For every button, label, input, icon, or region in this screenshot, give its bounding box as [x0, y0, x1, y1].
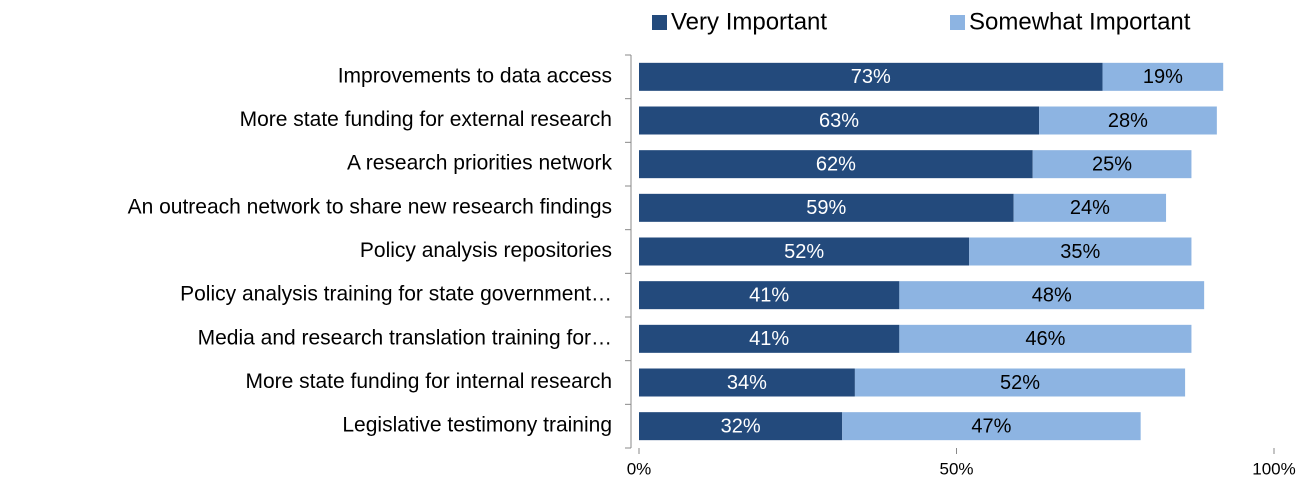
- bar-segment: [1013, 193, 1167, 222]
- bar-segment: [639, 281, 900, 310]
- value-label: 52%: [1000, 372, 1040, 394]
- bar-segment: [899, 324, 1192, 353]
- value-label: 48%: [1032, 284, 1072, 306]
- value-label: 46%: [1025, 328, 1065, 350]
- category-label: Policy analysis repositories: [360, 239, 612, 262]
- bar-segment: [842, 412, 1141, 441]
- bar-segment: [1039, 106, 1217, 135]
- x-tick-label: 50%: [939, 459, 973, 478]
- value-label: 41%: [749, 328, 789, 350]
- bar-segment: [854, 368, 1186, 397]
- value-label: 19%: [1143, 66, 1183, 88]
- x-tick-label: 0%: [627, 459, 652, 478]
- bar-segment: [639, 324, 900, 353]
- category-label: More state funding for external research: [240, 108, 612, 131]
- category-label: More state funding for internal research: [245, 370, 612, 393]
- bar-segment: [639, 368, 855, 397]
- legend-swatch: [950, 15, 965, 30]
- value-label: 25%: [1092, 153, 1132, 175]
- value-label: 62%: [816, 153, 856, 175]
- bar-segment: [639, 150, 1033, 179]
- value-label: 35%: [1060, 241, 1100, 263]
- bar-segment: [969, 237, 1192, 266]
- category-label: Improvements to data access: [338, 64, 612, 87]
- bar-segment: [639, 106, 1040, 135]
- legend-label: Somewhat Important: [969, 8, 1191, 35]
- x-tick-label: 100%: [1252, 459, 1295, 478]
- category-label: An outreach network to share new researc…: [128, 195, 612, 218]
- legend-swatch: [652, 15, 667, 30]
- bar-segment: [639, 193, 1014, 222]
- bar-segment: [1102, 62, 1224, 91]
- value-label: 52%: [784, 241, 824, 263]
- value-label: 73%: [851, 66, 891, 88]
- value-label: 47%: [971, 415, 1011, 437]
- bar-segment: [639, 237, 970, 266]
- value-label: 41%: [749, 284, 789, 306]
- value-label: 34%: [727, 372, 767, 394]
- bar-segment: [899, 281, 1205, 310]
- value-label: 24%: [1070, 197, 1110, 219]
- bar-segment: [1032, 150, 1192, 179]
- legend-label: Very Important: [671, 8, 827, 35]
- category-label: Policy analysis training for state gover…: [180, 283, 612, 306]
- bar-segment: [639, 412, 843, 441]
- value-label: 32%: [721, 415, 761, 437]
- category-label: Legislative testimony training: [342, 414, 612, 437]
- bar-segment: [639, 62, 1103, 91]
- value-label: 28%: [1108, 110, 1148, 132]
- value-label: 59%: [806, 197, 846, 219]
- category-label: A research priorities network: [347, 152, 612, 175]
- value-label: 63%: [819, 110, 859, 132]
- category-label: Media and research translation training …: [198, 326, 612, 349]
